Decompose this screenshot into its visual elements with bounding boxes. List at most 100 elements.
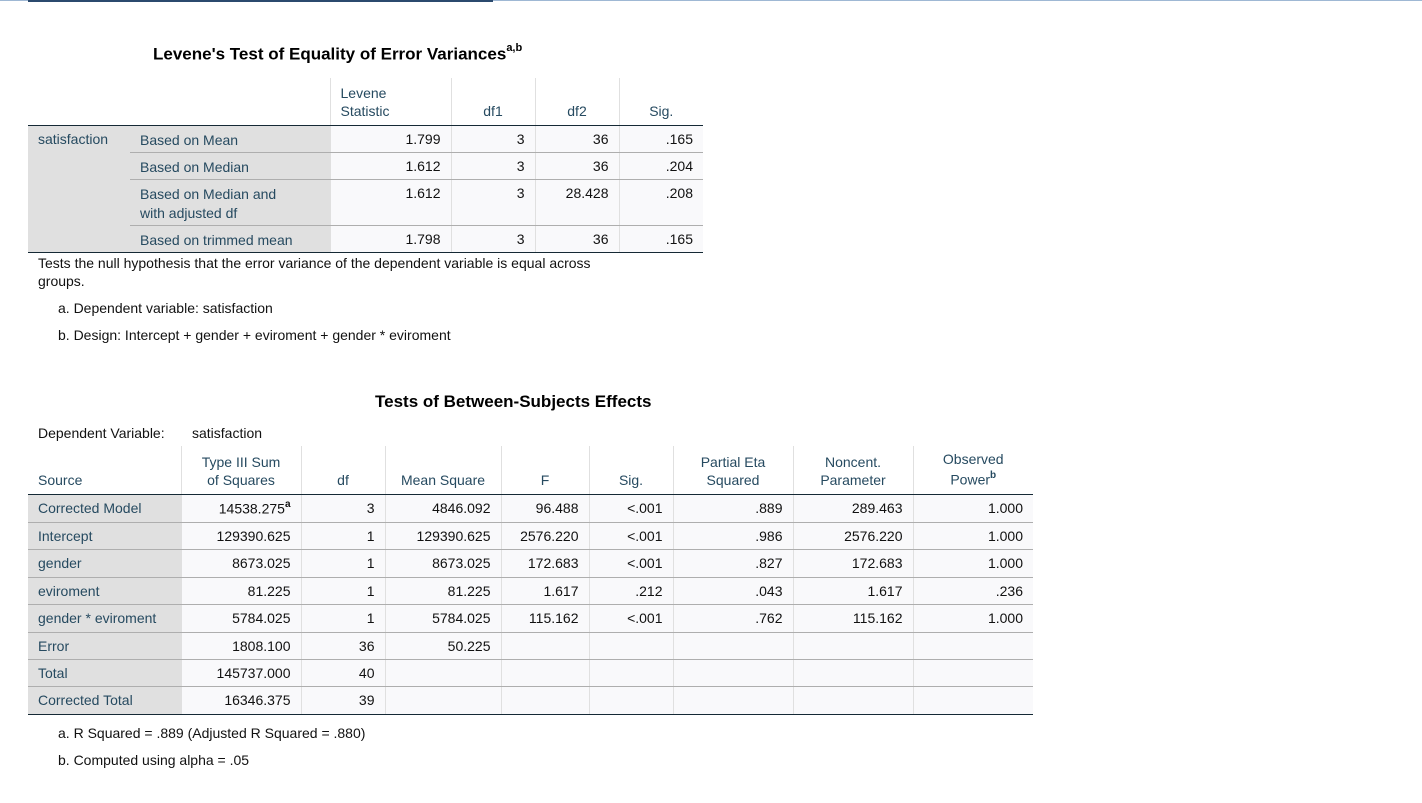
- effects-cell-noncent: 115.162: [792, 604, 913, 633]
- effects-cell-ss: 8673.025: [180, 549, 301, 578]
- effects-cell-noncent: 2576.220: [792, 522, 913, 550]
- effects-row-source: Total: [28, 659, 181, 687]
- effects-cell-df: 40: [300, 659, 385, 687]
- effects-col-power-l2: Power: [950, 471, 991, 488]
- levene-caption-line1: Tests the null hypothesis that the error…: [38, 255, 591, 271]
- levene-cell-df1: 3: [450, 179, 535, 226]
- levene-row-mean: satisfaction Based on Mean 1.799 3 36 .1…: [28, 125, 703, 253]
- effects-row-source: eviroment: [28, 577, 181, 605]
- effects-col-ss: Type III Sum of Squares: [180, 446, 301, 495]
- effects-row-source: gender * eviroment: [28, 604, 181, 633]
- effects-cell-sig: [588, 632, 673, 660]
- effects-cell-noncent: 172.683: [792, 549, 913, 578]
- effects-cell-f: [500, 632, 589, 660]
- effects-row-source: Error: [28, 632, 181, 660]
- effects-cell-ss: 129390.625: [180, 522, 301, 550]
- effects-cell-power: 1.000: [912, 494, 1033, 523]
- levene-col-df2: df2: [534, 78, 619, 126]
- effects-cell-sig: .212: [588, 577, 673, 605]
- levene-row-label: Based on trimmed mean: [130, 225, 330, 253]
- effects-row-source: Intercept: [28, 522, 181, 550]
- effects-cell-ss: 16346.375: [180, 686, 301, 715]
- levene-row-label-l2: with adjusted df: [140, 204, 238, 221]
- effects-col-f: F: [500, 446, 589, 495]
- effects-cell-sig: [588, 686, 673, 715]
- levene-header-row: Levene Statistic df1 df2 Sig.: [28, 78, 703, 126]
- effects-cell-ss: 1808.100: [180, 632, 301, 660]
- effects-cell-power: [912, 686, 1033, 715]
- levene-cell-stat: 1.612: [329, 152, 451, 180]
- effects-cell-df: 1: [300, 522, 385, 550]
- effects-cell-noncent: [792, 632, 913, 660]
- effects-cell-power: 1.000: [912, 522, 1033, 550]
- levene-title: Levene's Test of Equality of Error Varia…: [153, 42, 523, 65]
- effects-cell-sig: <.001: [588, 494, 673, 523]
- effects-cell-mean-square: 5784.025: [384, 604, 501, 633]
- viewer-tab-indicator: [28, 0, 493, 2]
- levene-row-median: Based on Median 1.612 3 36 .204: [28, 152, 703, 180]
- effects-col-source: Source: [28, 446, 181, 495]
- levene-col-statistic-l2: Statistic: [340, 102, 390, 119]
- levene-caption-line2: groups.: [38, 273, 85, 289]
- levene-col-sig: Sig.: [618, 78, 703, 126]
- levene-row-trimmed: Based on trimmed mean 1.798 3 36 .165: [28, 225, 703, 253]
- effects-dependent-label: Dependent Variable:: [38, 425, 165, 441]
- levene-cell-sig: .165: [618, 125, 703, 153]
- effects-cell-df: 1: [300, 577, 385, 605]
- effects-cell-sig: <.001: [588, 522, 673, 550]
- effects-col-ss-l1: Type III Sum: [201, 453, 281, 470]
- effects-cell-df: 1: [300, 604, 385, 633]
- levene-table: Levene Statistic df1 df2 Sig. satisfacti…: [28, 78, 703, 253]
- levene-title-text: Levene's Test of Equality of Error Varia…: [153, 44, 507, 64]
- effects-cell-df: 1: [300, 549, 385, 578]
- levene-cell-stat: 1.612: [329, 179, 451, 226]
- levene-col-df1: df1: [450, 78, 535, 126]
- levene-cell-df2: 36: [534, 225, 619, 253]
- levene-variable-label: satisfaction: [28, 125, 130, 253]
- effects-cell-noncent: [792, 686, 913, 715]
- effects-cell-ss: 81.225: [180, 577, 301, 605]
- effects-footnote-a: a. R Squared = .889 (Adjusted R Squared …: [58, 725, 366, 741]
- effects-col-power: Observed Powerb: [912, 446, 1033, 495]
- effects-cell-f: 115.162: [500, 604, 589, 633]
- effects-cell-mean-square: 129390.625: [384, 522, 501, 550]
- effects-col-noncent-l2: Parameter: [820, 471, 886, 488]
- levene-title-footnote-marker: a,b: [506, 42, 523, 54]
- effects-col-eta-l1: Partial Eta: [700, 453, 766, 470]
- levene-cell-df1: 3: [450, 225, 535, 253]
- levene-row-median-adjusted: Based on Median and with adjusted df 1.6…: [28, 179, 703, 226]
- effects-row: Total 145737.000 40: [28, 659, 1033, 687]
- levene-cell-df2: 28.428: [534, 179, 619, 226]
- effects-row: Intercept 129390.625 1 129390.625 2576.220 <.…: [28, 522, 1033, 550]
- levene-cell-sig: .165: [618, 225, 703, 253]
- levene-row-label: Based on Median and with adjusted df: [130, 179, 330, 226]
- effects-cell-f: 2576.220: [500, 522, 589, 550]
- levene-col-statistic-l1: Levene: [340, 84, 387, 101]
- effects-col-eta: Partial Eta Squared: [672, 446, 793, 495]
- levene-row-label: Based on Median: [130, 152, 330, 180]
- effects-cell-partial-eta: [672, 659, 793, 687]
- effects-col-df: df: [300, 446, 385, 495]
- effects-cell-noncent: 289.463: [792, 494, 913, 523]
- effects-row: gender 8673.025 1 8673.025 172.683 <.001.827 1…: [28, 549, 1033, 578]
- levene-corner-cell-2: [130, 78, 330, 126]
- effects-cell-power: 1.000: [912, 549, 1033, 578]
- effects-cell-ss: 145737.000: [180, 659, 301, 687]
- effects-cell-power: [912, 659, 1033, 687]
- effects-cell-f: [500, 686, 589, 715]
- effects-cell-partial-eta: [672, 632, 793, 660]
- effects-header-row: Source Type III Sum of Squares df Mean S…: [28, 446, 1033, 495]
- levene-col-statistic: Levene Statistic: [329, 78, 451, 126]
- levene-cell-df2: 36: [534, 125, 619, 153]
- effects-cell-mean-square: 50.225: [384, 632, 501, 660]
- effects-col-noncent-l1: Noncent.: [824, 453, 882, 470]
- effects-cell-power: 1.000: [912, 604, 1033, 633]
- effects-row-source: Corrected Total: [28, 686, 181, 715]
- levene-cell-stat: 1.799: [329, 125, 451, 153]
- effects-cell-mean-square: [384, 659, 501, 687]
- effects-cell-sig: [588, 659, 673, 687]
- levene-footnote-a: a. Dependent variable: satisfaction: [58, 300, 273, 316]
- effects-cell-mean-square: 81.225: [384, 577, 501, 605]
- effects-cell-df: 39: [300, 686, 385, 715]
- effects-col-power-footnote: b: [990, 469, 997, 481]
